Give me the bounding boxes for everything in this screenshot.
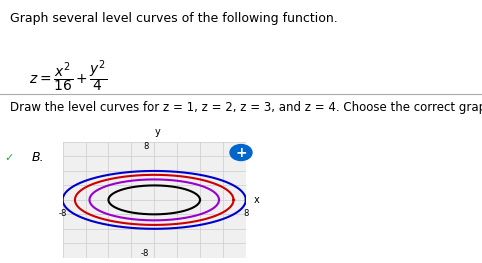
Circle shape <box>230 145 252 160</box>
Text: $z = \dfrac{x^2}{16} + \dfrac{y^2}{4}$: $z = \dfrac{x^2}{16} + \dfrac{y^2}{4}$ <box>29 58 107 94</box>
Text: -8: -8 <box>140 249 148 258</box>
Text: B.: B. <box>31 151 44 164</box>
Text: +: + <box>235 145 247 160</box>
Text: ✓: ✓ <box>4 153 13 163</box>
Text: 8: 8 <box>143 142 148 151</box>
Text: Graph several level curves of the following function.: Graph several level curves of the follow… <box>10 12 337 24</box>
Text: y: y <box>155 127 161 137</box>
Text: -8: -8 <box>58 209 67 218</box>
Text: Draw the level curves for z = 1, z = 2, z = 3, and z = 4. Choose the correct gra: Draw the level curves for z = 1, z = 2, … <box>10 101 482 114</box>
Text: x: x <box>254 195 260 205</box>
Text: 8: 8 <box>243 209 249 218</box>
